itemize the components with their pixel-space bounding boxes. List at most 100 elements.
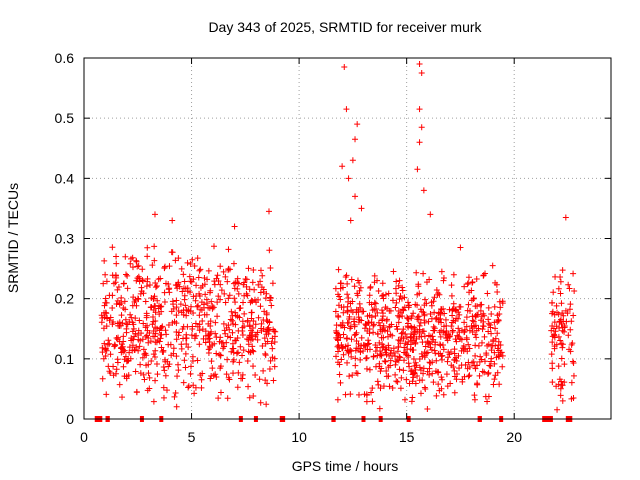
data-point [416, 333, 423, 340]
data-point [469, 313, 476, 320]
data-point [344, 307, 351, 314]
data-point [369, 307, 376, 314]
data-point [148, 358, 155, 365]
data-point [399, 287, 406, 294]
data-point [347, 391, 354, 398]
data-point [569, 358, 576, 365]
data-point [548, 351, 555, 358]
data-point [135, 296, 142, 303]
data-point [266, 247, 273, 254]
data-point [129, 328, 136, 335]
data-point [380, 295, 387, 302]
data-point [386, 307, 393, 314]
data-point [549, 360, 556, 367]
data-point [466, 289, 473, 296]
data-point [173, 353, 180, 360]
data-point [371, 279, 378, 286]
data-point [400, 367, 407, 374]
data-point [107, 351, 114, 358]
data-point [392, 304, 399, 311]
data-point [567, 326, 574, 333]
data-point [435, 381, 442, 388]
data-point [175, 361, 182, 368]
data-point [357, 349, 364, 356]
data-point [491, 376, 498, 383]
data-point [344, 291, 351, 298]
data-point [362, 355, 369, 362]
data-point [403, 376, 410, 383]
data-point [401, 396, 408, 403]
data-point [477, 353, 484, 360]
data-point [107, 314, 114, 321]
data-point [472, 322, 479, 329]
data-point [160, 384, 167, 391]
data-point [214, 313, 221, 320]
data-point [159, 323, 166, 330]
data-point [375, 381, 382, 388]
data-point [352, 136, 359, 143]
data-point [374, 309, 381, 316]
data-point [256, 376, 263, 383]
data-point [265, 208, 272, 215]
data-point [266, 319, 273, 326]
data-point [481, 358, 488, 365]
data-point [109, 305, 116, 312]
data-point [422, 343, 429, 350]
y-tick-label: 0.5 [55, 110, 75, 126]
data-point [382, 304, 389, 311]
data-point [559, 327, 566, 334]
data-point [102, 295, 109, 302]
data-point [423, 279, 430, 286]
data-point [197, 266, 204, 273]
data-point [126, 344, 133, 351]
data-point [424, 405, 431, 412]
data-point [101, 257, 108, 264]
data-point [148, 295, 155, 302]
data-point [561, 323, 568, 330]
data-point [455, 325, 462, 332]
data-point [114, 359, 121, 366]
data-point [246, 322, 253, 329]
data-point [557, 392, 564, 399]
data-point [548, 299, 555, 306]
data-point [414, 372, 421, 379]
data-point [437, 333, 444, 340]
data-point [339, 284, 346, 291]
data-point [138, 284, 145, 291]
data-point [120, 338, 127, 345]
data-point [470, 318, 477, 325]
data-point [548, 327, 555, 334]
data-point [103, 323, 110, 330]
data-point [262, 295, 269, 302]
data-point [255, 296, 262, 303]
data-point [152, 284, 159, 291]
data-point [137, 290, 144, 297]
data-point [398, 330, 405, 337]
data-point [459, 345, 466, 352]
data-point [366, 292, 373, 299]
data-point [439, 376, 446, 383]
data-point [485, 304, 492, 311]
data-point [406, 380, 413, 387]
data-point [570, 312, 577, 319]
data-point [139, 277, 146, 284]
data-point [397, 340, 404, 347]
data-point [118, 294, 125, 301]
data-point [354, 370, 361, 377]
data-point [375, 287, 382, 294]
data-point [334, 291, 341, 298]
data-point [385, 364, 392, 371]
data-point [126, 349, 133, 356]
data-point [549, 308, 556, 315]
data-point [227, 334, 234, 341]
data-point [250, 392, 257, 399]
data-point [264, 326, 271, 333]
data-point [257, 278, 264, 285]
data-point [560, 312, 567, 319]
data-point [152, 279, 159, 286]
data-point [363, 398, 370, 405]
data-point [429, 333, 436, 340]
data-point [182, 350, 189, 357]
data-point [451, 367, 458, 374]
data-point [427, 310, 434, 317]
